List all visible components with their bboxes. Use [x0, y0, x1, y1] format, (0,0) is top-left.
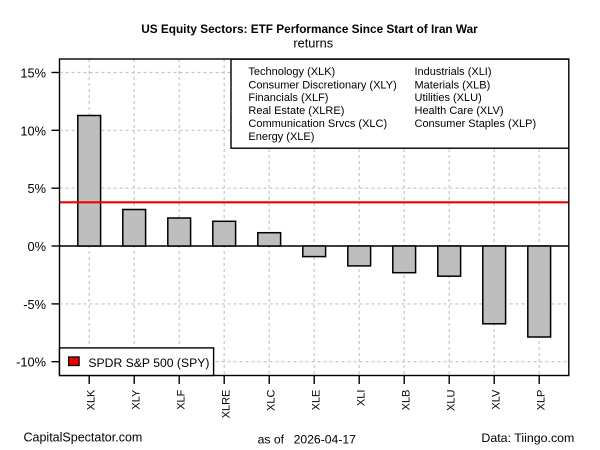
- svg-text:0%: 0%: [28, 239, 47, 254]
- svg-text:10%: 10%: [20, 123, 46, 138]
- svg-text:Real Estate (XLRE): Real Estate (XLRE): [248, 105, 344, 117]
- svg-text:Industrials (XLI): Industrials (XLI): [415, 66, 492, 78]
- svg-text:Technology (XLK): Technology (XLK): [248, 66, 335, 78]
- svg-text:as of: as of: [258, 432, 285, 446]
- svg-text:XLK: XLK: [86, 389, 98, 410]
- svg-text:US Equity Sectors: ETF Perform: US Equity Sectors: ETF Performance Since…: [141, 22, 478, 36]
- svg-text:XLY: XLY: [131, 389, 143, 410]
- svg-text:Financials (XLF): Financials (XLF): [248, 92, 328, 104]
- svg-text:XLC: XLC: [266, 390, 278, 411]
- svg-text:Consumer Discretionary (XLY): Consumer Discretionary (XLY): [248, 79, 396, 91]
- svg-text:XLE: XLE: [311, 390, 323, 411]
- svg-text:2026-04-17: 2026-04-17: [294, 432, 357, 446]
- svg-text:XLV: XLV: [491, 389, 503, 410]
- svg-text:Health Care (XLV): Health Care (XLV): [415, 105, 504, 117]
- svg-text:CapitalSpectator.com: CapitalSpectator.com: [24, 431, 143, 445]
- svg-text:Data: Tiingo.com: Data: Tiingo.com: [481, 431, 574, 445]
- svg-text:XLI: XLI: [356, 390, 368, 407]
- svg-text:15%: 15%: [20, 66, 46, 81]
- svg-text:XLU: XLU: [446, 390, 458, 411]
- svg-text:XLRE: XLRE: [221, 390, 233, 419]
- svg-text:-5%: -5%: [23, 297, 46, 312]
- svg-text:returns: returns: [293, 36, 333, 51]
- svg-text:Materials (XLB): Materials (XLB): [415, 79, 491, 91]
- svg-text:Utilities (XLU): Utilities (XLU): [415, 92, 482, 104]
- svg-text:-10%: -10%: [16, 355, 46, 370]
- svg-text:XLP: XLP: [536, 390, 548, 411]
- svg-text:XLB: XLB: [401, 390, 413, 411]
- svg-text:Consumer Staples (XLP): Consumer Staples (XLP): [415, 118, 537, 130]
- svg-text:Energy (XLE): Energy (XLE): [248, 131, 314, 143]
- svg-text:5%: 5%: [28, 181, 47, 196]
- svg-text:SPDR S&P 500 (SPY): SPDR S&P 500 (SPY): [88, 356, 209, 370]
- svg-text:Communication Srvcs (XLC): Communication Srvcs (XLC): [248, 118, 387, 130]
- svg-text:XLF: XLF: [176, 389, 188, 409]
